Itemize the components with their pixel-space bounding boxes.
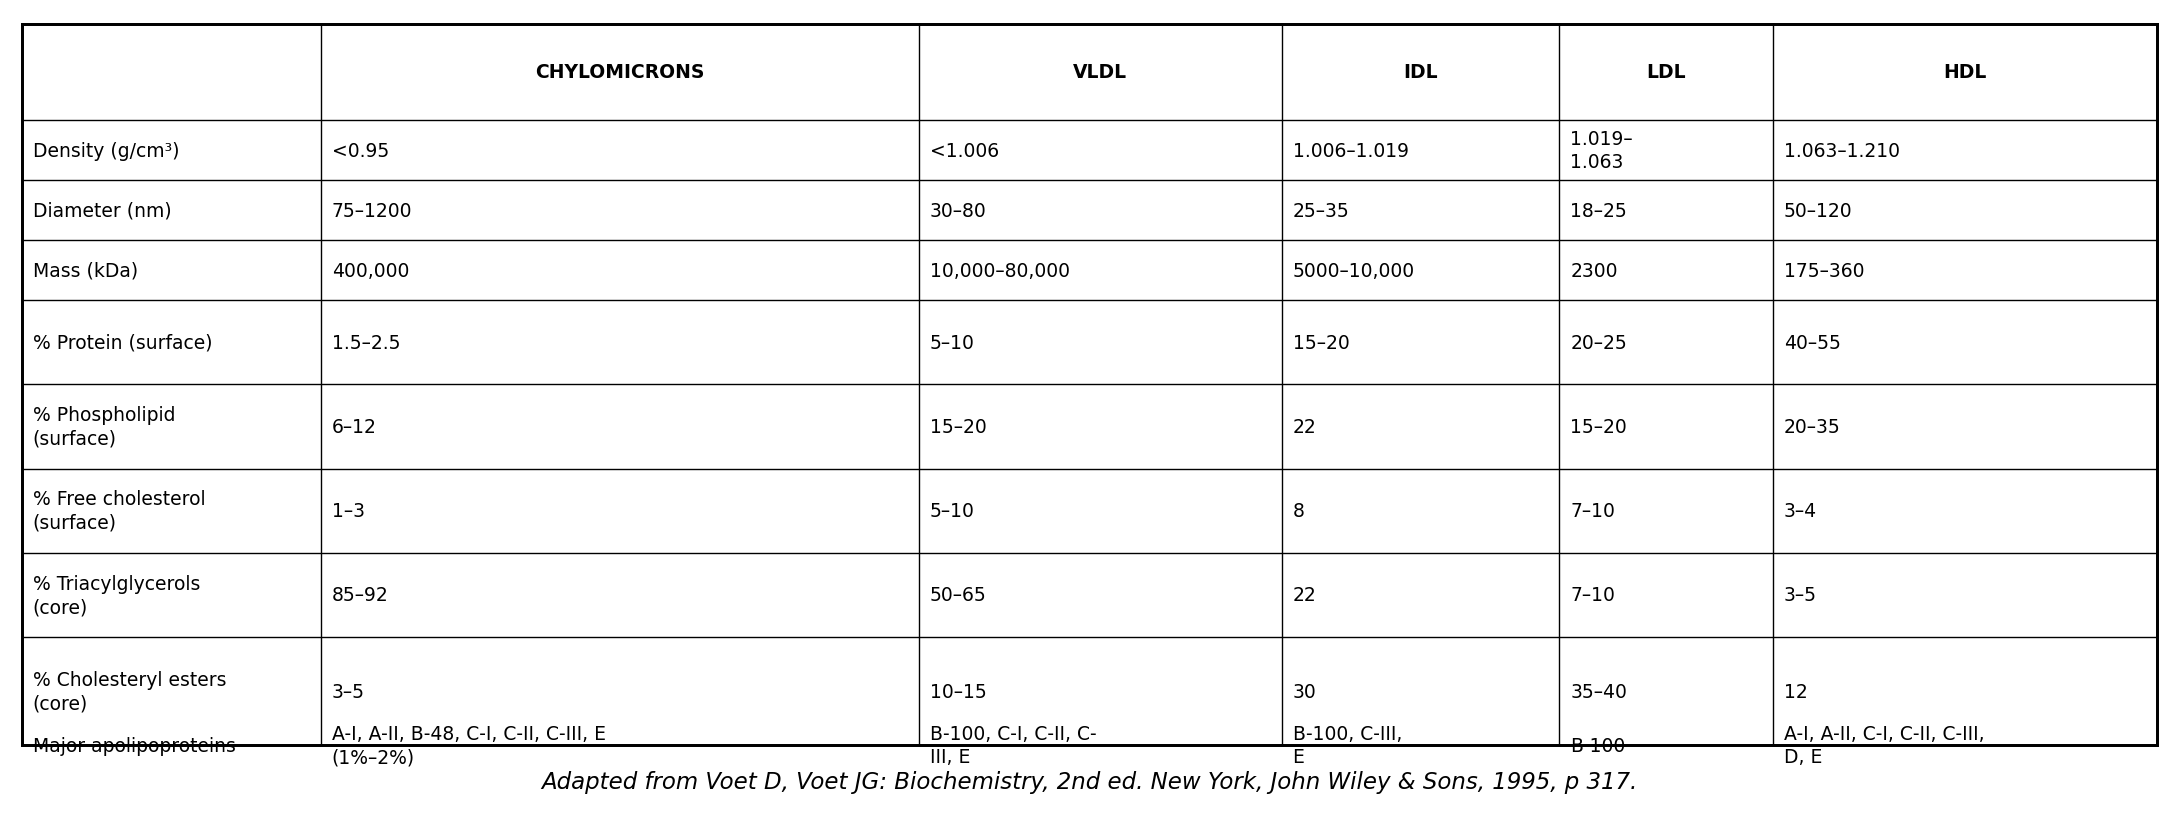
Text: 30: 30 bbox=[1292, 681, 1316, 700]
Text: 75–1200: 75–1200 bbox=[331, 201, 412, 220]
Text: 1.006–1.019: 1.006–1.019 bbox=[1292, 142, 1408, 161]
Text: % Protein (surface): % Protein (surface) bbox=[33, 334, 211, 353]
Text: Major apolipoproteins: Major apolipoproteins bbox=[33, 736, 235, 754]
Text: 1–3: 1–3 bbox=[331, 502, 364, 521]
Text: 5000–10,000: 5000–10,000 bbox=[1292, 262, 1414, 281]
Text: 400,000: 400,000 bbox=[331, 262, 410, 281]
Text: B-100, C-III,
E: B-100, C-III, E bbox=[1292, 724, 1401, 767]
Text: LDL: LDL bbox=[1647, 64, 1687, 82]
Text: 25–35: 25–35 bbox=[1292, 201, 1349, 220]
Text: 1.063–1.210: 1.063–1.210 bbox=[1785, 142, 1900, 161]
Text: 20–25: 20–25 bbox=[1571, 334, 1628, 353]
Text: VLDL: VLDL bbox=[1072, 64, 1127, 82]
Text: 3–5: 3–5 bbox=[1785, 585, 1817, 604]
Text: 8: 8 bbox=[1292, 502, 1305, 521]
Text: 10–15: 10–15 bbox=[930, 681, 987, 700]
Text: 1.5–2.5: 1.5–2.5 bbox=[331, 334, 401, 353]
Text: CHYLOMICRONS: CHYLOMICRONS bbox=[536, 64, 704, 82]
Text: Diameter (nm): Diameter (nm) bbox=[33, 201, 172, 220]
Text: 2300: 2300 bbox=[1571, 262, 1617, 281]
Text: 3–5: 3–5 bbox=[331, 681, 364, 700]
Text: 12: 12 bbox=[1785, 681, 1806, 700]
Text: % Free cholesterol
(surface): % Free cholesterol (surface) bbox=[33, 490, 205, 532]
Text: Adapted from Voet D, Voet JG: Biochemistry, 2nd ed. New York, John Wiley & Sons,: Adapted from Voet D, Voet JG: Biochemist… bbox=[540, 770, 1639, 793]
Text: 3–4: 3–4 bbox=[1785, 502, 1817, 521]
Text: 5–10: 5–10 bbox=[930, 334, 974, 353]
Text: 85–92: 85–92 bbox=[331, 585, 388, 604]
Bar bbox=[22, 25, 2157, 745]
Text: 1.019–
1.063: 1.019– 1.063 bbox=[1571, 130, 1632, 172]
Text: B-100: B-100 bbox=[1571, 736, 1626, 754]
Text: B-100, C-I, C-II, C-
III, E: B-100, C-I, C-II, C- III, E bbox=[930, 724, 1096, 767]
Text: 20–35: 20–35 bbox=[1785, 417, 1841, 436]
Text: 5–10: 5–10 bbox=[930, 502, 974, 521]
Text: 22: 22 bbox=[1292, 585, 1316, 604]
Text: 18–25: 18–25 bbox=[1571, 201, 1628, 220]
Text: 175–360: 175–360 bbox=[1785, 262, 1865, 281]
Text: IDL: IDL bbox=[1403, 64, 1438, 82]
Text: A-I, A-II, B-48, C-I, C-II, C-III, E
(1%–2%): A-I, A-II, B-48, C-I, C-II, C-III, E (1%… bbox=[331, 724, 606, 767]
Text: 7–10: 7–10 bbox=[1571, 502, 1615, 521]
Text: <1.006: <1.006 bbox=[930, 142, 998, 161]
Text: Mass (kDa): Mass (kDa) bbox=[33, 262, 137, 281]
Text: <0.95: <0.95 bbox=[331, 142, 388, 161]
Text: 50–120: 50–120 bbox=[1785, 201, 1852, 220]
Text: HDL: HDL bbox=[1944, 64, 1987, 82]
Text: 6–12: 6–12 bbox=[331, 417, 377, 436]
Text: 15–20: 15–20 bbox=[1292, 334, 1349, 353]
Text: 15–20: 15–20 bbox=[930, 417, 987, 436]
Text: 35–40: 35–40 bbox=[1571, 681, 1628, 700]
Text: Density (g/cm³): Density (g/cm³) bbox=[33, 142, 179, 161]
Text: % Phospholipid
(surface): % Phospholipid (surface) bbox=[33, 406, 174, 448]
Text: 40–55: 40–55 bbox=[1785, 334, 1841, 353]
Text: 15–20: 15–20 bbox=[1571, 417, 1628, 436]
Text: A-I, A-II, C-I, C-II, C-III,
D, E: A-I, A-II, C-I, C-II, C-III, D, E bbox=[1785, 724, 1985, 767]
Text: % Triacylglycerols
(core): % Triacylglycerols (core) bbox=[33, 574, 200, 616]
Text: 10,000–80,000: 10,000–80,000 bbox=[930, 262, 1070, 281]
Text: % Cholesteryl esters
(core): % Cholesteryl esters (core) bbox=[33, 670, 227, 712]
Text: 30–80: 30–80 bbox=[930, 201, 987, 220]
Text: 50–65: 50–65 bbox=[930, 585, 987, 604]
Text: 22: 22 bbox=[1292, 417, 1316, 436]
Text: 7–10: 7–10 bbox=[1571, 585, 1615, 604]
